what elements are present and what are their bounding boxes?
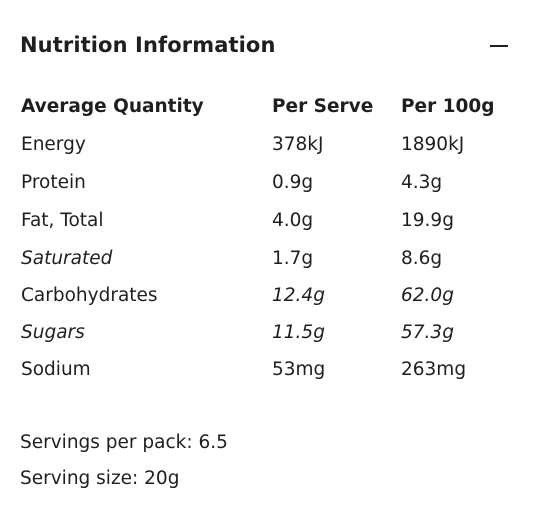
table-row-saturated: Saturated 1.7g 8.6g [21, 244, 501, 281]
per-serve-value: 11.5g [272, 322, 325, 343]
per-serve-value: 4.0g [272, 210, 314, 231]
serving-size: Serving size: 20g [20, 468, 180, 489]
per-100g-value: 19.9g [401, 210, 454, 231]
table-row-sugars: Sugars 11.5g 57.3g [21, 318, 501, 355]
minus-icon [490, 45, 508, 47]
nutrient-name: Fat, Total [21, 210, 104, 231]
per-serve-value: 0.9g [272, 172, 314, 193]
per-100g-value: 4.3g [401, 172, 443, 193]
per-100g-value: 62.0g [401, 285, 454, 306]
per-100g-value: 263mg [401, 359, 467, 380]
per-serve-value: 53mg [272, 359, 326, 380]
table-row-energy: Energy 378kJ 1890kJ [21, 130, 501, 168]
per-serve-value: 378kJ [272, 134, 324, 155]
servings-per-pack: Servings per pack: 6.5 [20, 432, 228, 453]
nutrient-name: Protein [21, 172, 86, 193]
nutrient-name: Sodium [21, 359, 91, 380]
nutrition-table: Average Quantity Per Serve Per 100g Ener… [21, 92, 501, 393]
table-row-carbohydrates: Carbohydrates 12.4g 62.0g [21, 281, 501, 318]
panel-title: Nutrition Information [20, 33, 276, 57]
per-serve-value: 1.7g [272, 248, 314, 269]
column-header-average-quantity: Average Quantity [21, 96, 204, 117]
nutrient-name: Sugars [21, 322, 85, 343]
per-100g-value: 57.3g [401, 322, 454, 343]
nutrient-name: Carbohydrates [21, 285, 158, 306]
per-serve-value: 12.4g [272, 285, 325, 306]
collapse-button[interactable] [483, 30, 513, 60]
table-row-sodium: Sodium 53mg 263mg [21, 355, 501, 393]
serving-info: Servings per pack: 6.5 Serving size: 20g [20, 428, 228, 500]
column-header-per-serve: Per Serve [272, 96, 374, 117]
table-header-row: Average Quantity Per Serve Per 100g [21, 92, 501, 130]
nutrient-name: Energy [21, 134, 86, 155]
nutrient-name: Saturated [21, 248, 113, 269]
table-row-protein: Protein 0.9g 4.3g [21, 168, 501, 206]
nutrition-header[interactable]: Nutrition Information [20, 28, 513, 64]
column-header-per-100g: Per 100g [401, 96, 495, 117]
per-100g-value: 1890kJ [401, 134, 465, 155]
per-100g-value: 8.6g [401, 248, 443, 269]
table-row-fat-total: Fat, Total 4.0g 19.9g [21, 206, 501, 244]
